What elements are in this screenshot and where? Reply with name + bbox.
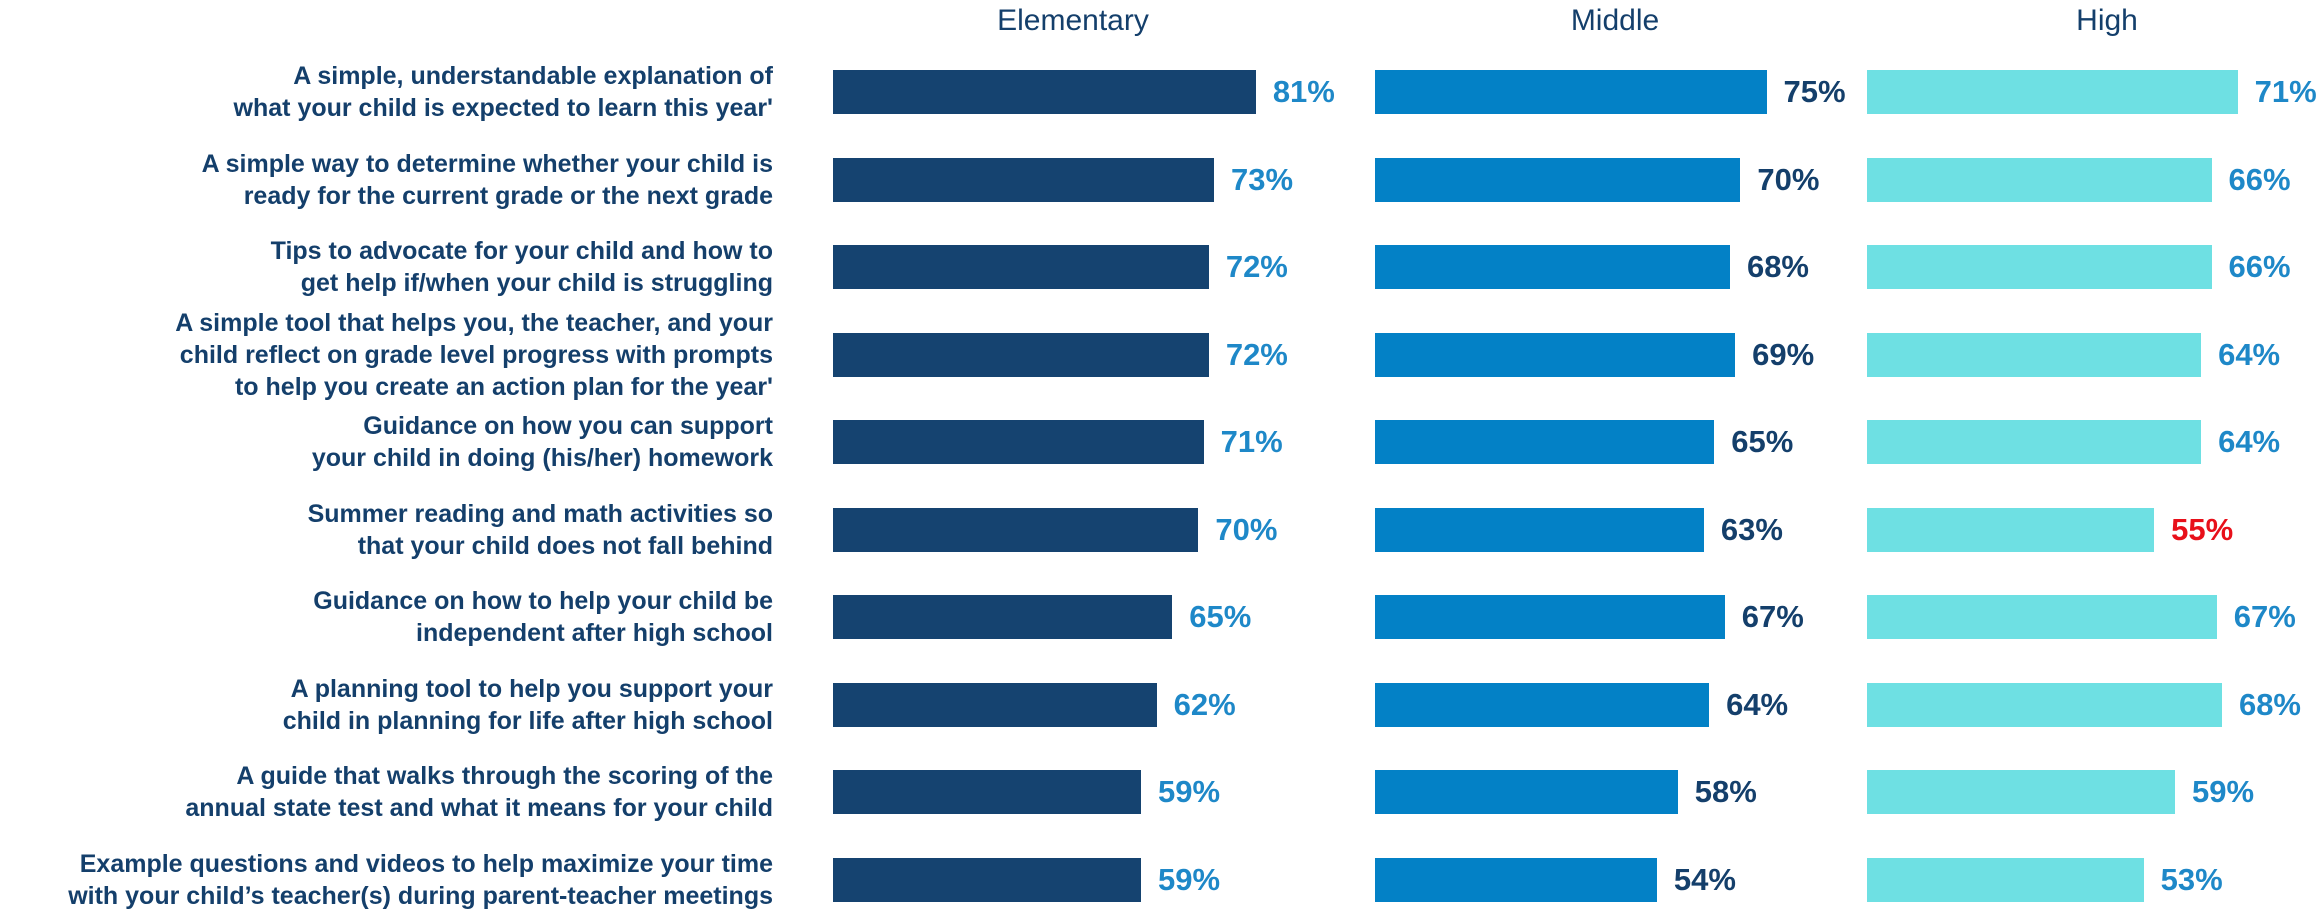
bar (1375, 507, 1704, 552)
value-label: 70% (1757, 161, 1820, 197)
bar (833, 70, 1256, 114)
bar (1375, 770, 1678, 814)
value-label: 75% (1783, 74, 1846, 109)
value-label: 66% (2228, 161, 2291, 197)
category-label: A planning tool to help you support your… (282, 674, 773, 735)
category-label: Guidance on how to help your child be in… (313, 587, 773, 647)
bar (1375, 595, 1725, 639)
bar (1375, 857, 1657, 902)
bar (833, 595, 1173, 639)
bar (1375, 245, 1730, 289)
category-label: Guidance on how you can support your chi… (311, 412, 773, 472)
bar (1867, 332, 2202, 377)
category-label: A simple way to determine whether your c… (201, 149, 773, 210)
value-label: 72% (1225, 336, 1288, 372)
value-label: 65% (1731, 424, 1794, 459)
bar (1867, 420, 2202, 464)
value-label: 72% (1225, 249, 1288, 284)
value-label: 68% (1746, 249, 1809, 284)
value-label: 65% (1189, 599, 1252, 634)
bar (1867, 507, 2155, 552)
value-label: 70% (1215, 511, 1278, 547)
bar (1867, 682, 2222, 727)
bar (1375, 682, 1710, 727)
value-label: 59% (1157, 774, 1221, 809)
bar (1867, 70, 2238, 114)
value-label: 54% (1673, 861, 1736, 897)
value-label: 66% (2228, 249, 2291, 284)
bar (1867, 157, 2212, 202)
value-label: 73% (1231, 161, 1294, 197)
bar (833, 332, 1209, 377)
value-label: 64% (2218, 336, 2281, 372)
value-label: 81% (1272, 74, 1335, 109)
value-label: 68% (2238, 686, 2301, 722)
category-label: A simple tool that helps you, the teache… (175, 308, 773, 401)
value-label: 64% (1726, 686, 1789, 722)
bar (1867, 857, 2144, 902)
value-label: 71% (1220, 424, 1283, 459)
value-label: 63% (1720, 511, 1783, 547)
category-label: A guide that walks through the scoring o… (185, 762, 773, 822)
panel-header: Elementary (997, 4, 1149, 37)
value-label: 62% (1173, 686, 1236, 722)
value-label: 59% (1157, 861, 1221, 897)
category-label: Tips to advocate for your child and how … (270, 237, 773, 297)
bar (1867, 595, 2217, 639)
bar (1867, 770, 2175, 814)
panel-header: High (2076, 4, 2138, 37)
value-label: 69% (1752, 336, 1815, 372)
value-label: 53% (2160, 861, 2223, 897)
panel-header: Middle (1570, 4, 1660, 37)
bar (833, 857, 1141, 902)
bar (833, 507, 1199, 552)
value-label: 67% (2233, 599, 2296, 634)
bar (1375, 157, 1741, 202)
bar (833, 770, 1141, 814)
bar (833, 157, 1215, 202)
bar (1375, 420, 1715, 464)
value-label: 55% (2171, 511, 2234, 547)
bar (1375, 70, 1767, 114)
bar (1375, 332, 1736, 377)
category-label: Summer reading and math activities so th… (307, 499, 773, 560)
bar (833, 245, 1209, 289)
bar (833, 420, 1204, 464)
value-label: 67% (1741, 599, 1804, 634)
category-label: A simple, understandable explanation of … (233, 62, 773, 122)
bar (1867, 245, 2212, 289)
value-label: 64% (2218, 424, 2281, 459)
value-label: 59% (2191, 774, 2255, 809)
value-label: 58% (1694, 774, 1757, 809)
category-label: Example questions and videos to help max… (68, 849, 773, 910)
value-label: 71% (2254, 74, 2317, 109)
bar (833, 682, 1157, 727)
